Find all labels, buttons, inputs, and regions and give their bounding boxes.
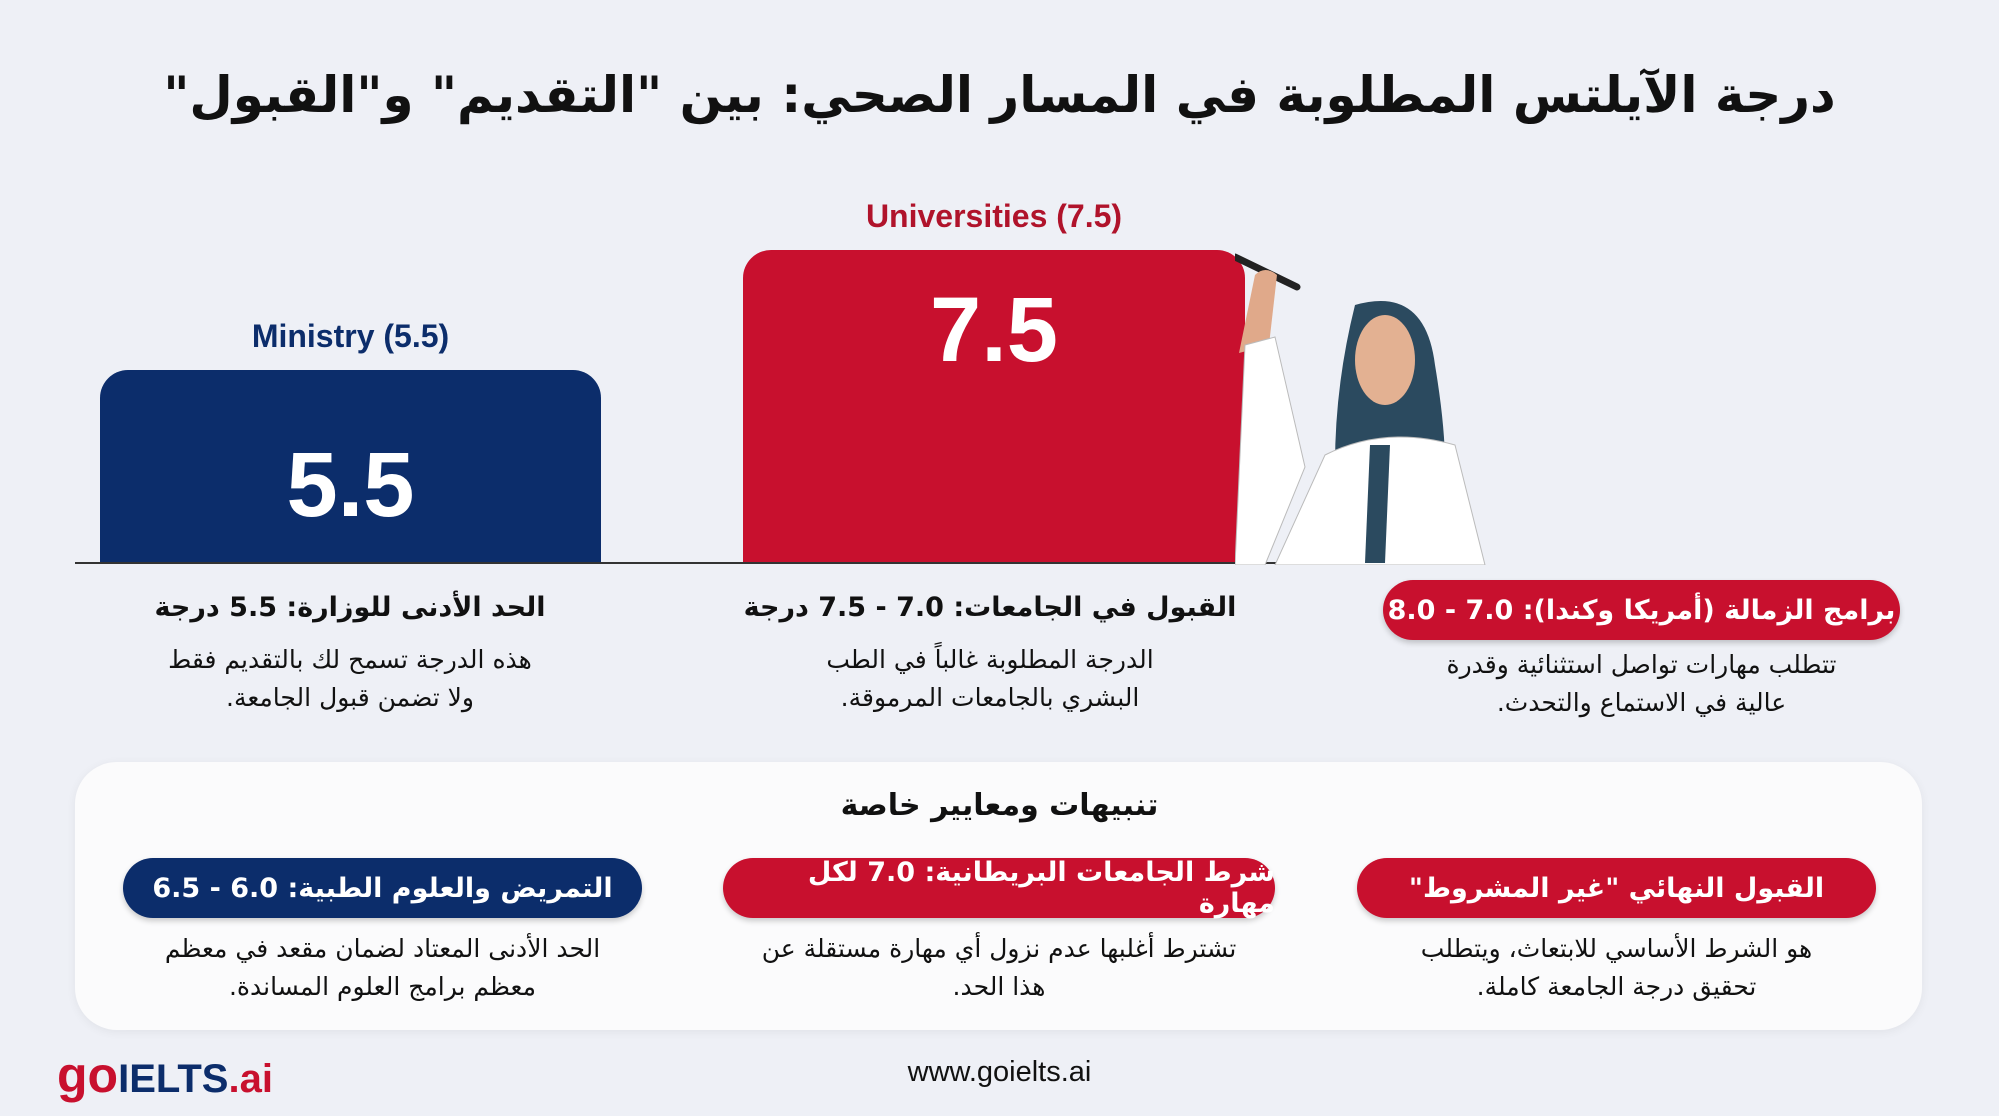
fellowship-pill: برامج الزمالة (أمريكا وكندا): 7.0 - 8.0 xyxy=(1383,580,1900,640)
chart-baseline xyxy=(75,562,1285,564)
universities-bar-label: Universities (7.5) xyxy=(865,198,1123,234)
unconditional-desc: هو الشرط الأساسي للابتعاث، ويتطلب تحقيق … xyxy=(1357,930,1876,1006)
universities-info: القبول في الجامعات: 7.0 - 7.5 درجة الدرج… xyxy=(740,592,1240,717)
ministry-bar: 5.5 xyxy=(100,370,601,563)
uk-desc-line: هذا الحد. xyxy=(952,972,1046,1001)
fellowship-desc-line: تتطلب مهارات تواصل استثنائية وقدرة xyxy=(1446,650,1837,679)
uk-universities-desc: تشترط أغلبها عدم نزول أي مهارة مستقلة عن… xyxy=(723,930,1275,1006)
unconditional-pill: القبول النهائي "غير المشروط" xyxy=(1357,858,1876,918)
fellowship-desc: تتطلب مهارات تواصل استثنائية وقدرة عالية… xyxy=(1383,646,1900,722)
doctor-illustration xyxy=(1235,253,1486,565)
ministry-desc-line: هذه الدرجة تسمح لك بالتقديم فقط xyxy=(168,645,532,674)
website-url[interactable]: www.goielts.ai xyxy=(907,1056,1092,1088)
nursing-desc: الحد الأدنى المعتاد لضمان مقعد في معظم م… xyxy=(123,930,642,1006)
nursing-pill: التمريض والعلوم الطبية: 6.0 - 6.5 xyxy=(123,858,642,918)
universities-desc-line: الدرجة المطلوبة غالباً في الطب xyxy=(826,645,1154,674)
uk-desc-line: تشترط أغلبها عدم نزول أي مهارة مستقلة عن xyxy=(761,934,1237,963)
ministry-desc-line: ولا تضمن قبول الجامعة. xyxy=(226,683,474,712)
universities-desc-line: البشري بالجامعات المرموقة. xyxy=(840,683,1140,712)
ministry-info: الحد الأدنى للوزارة: 5.5 درجة هذه الدرجة… xyxy=(100,592,600,717)
unconditional-desc-line: تحقيق درجة الجامعة كاملة. xyxy=(1476,972,1757,1001)
ministry-heading: الحد الأدنى للوزارة: 5.5 درجة xyxy=(154,592,546,623)
ministry-bar-label: Ministry (5.5) xyxy=(251,318,450,354)
universities-heading: القبول في الجامعات: 7.0 - 7.5 درجة xyxy=(743,592,1237,623)
goielts-logo: goIELTS.ai xyxy=(57,1047,273,1103)
fellowship-desc-line: عالية في الاستماع والتحدث. xyxy=(1496,688,1787,717)
page-title: درجة الآيلتس المطلوبة في المسار الصحي: ب… xyxy=(163,66,1836,124)
unconditional-desc-line: هو الشرط الأساسي للابتعاث، ويتطلب xyxy=(1420,934,1813,963)
nursing-desc-line: الحد الأدنى المعتاد لضمان مقعد في معظم xyxy=(164,934,601,963)
notes-heading: تنبيهات ومعايير خاصة xyxy=(840,788,1159,823)
nursing-desc-line: معظم برامج العلوم المساندة. xyxy=(228,972,537,1001)
uk-universities-pill: شرط الجامعات البريطانية: 7.0 لكل مهارة xyxy=(723,857,1275,919)
universities-bar: 7.5 xyxy=(743,250,1245,563)
